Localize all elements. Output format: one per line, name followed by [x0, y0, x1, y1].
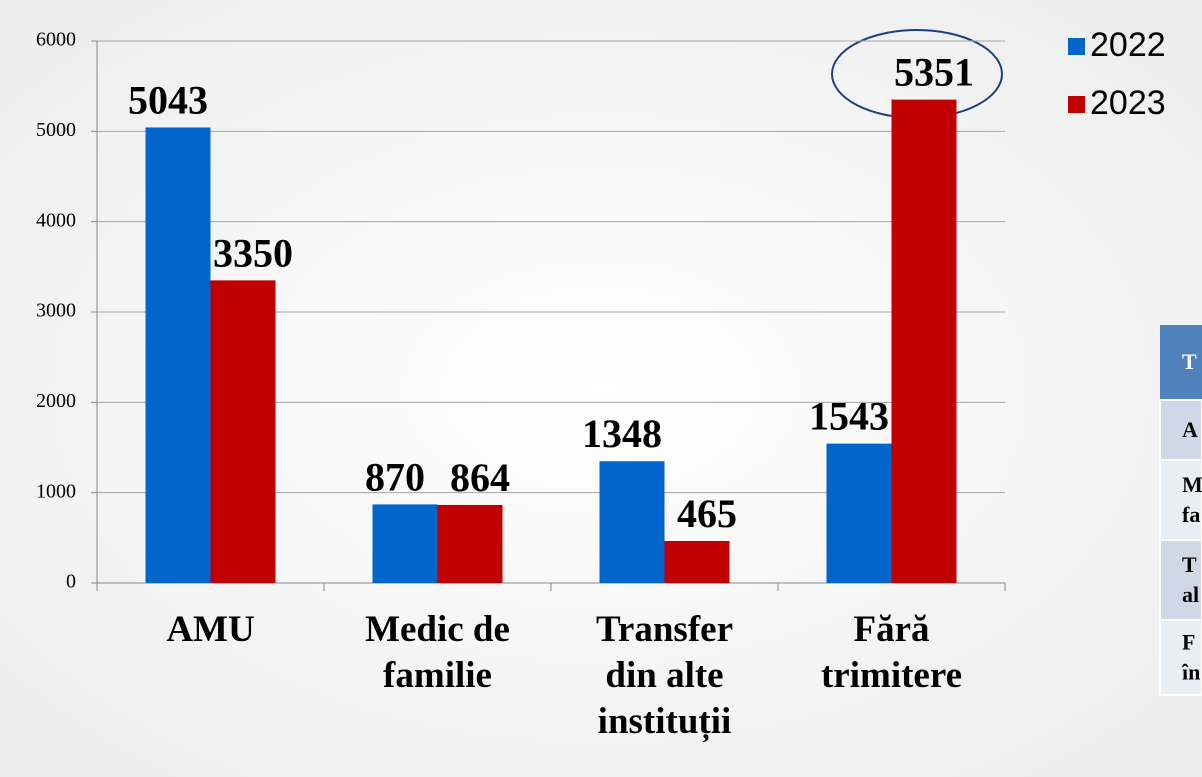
value-label: 5351 [894, 50, 974, 95]
y-tick-label: 3000 [36, 300, 76, 322]
x-tick-label: din alte [605, 655, 723, 696]
x-tick-label: AMU [166, 609, 254, 650]
value-label: 870 [365, 454, 425, 499]
legend-swatch [1068, 38, 1085, 55]
legend-label: 2022 [1090, 26, 1166, 64]
bar [210, 280, 276, 583]
bar [891, 99, 957, 583]
x-tick-label: Fără [853, 609, 929, 650]
y-tick-label: 6000 [36, 29, 76, 51]
bar [437, 504, 503, 583]
table-header-cell [1160, 325, 1202, 400]
table-cell-text: A [1182, 417, 1198, 442]
legend-label: 2023 [1090, 84, 1166, 122]
x-tick-label: trimitere [821, 655, 962, 696]
value-label: 864 [450, 455, 510, 500]
x-tick-label: Medic de [365, 609, 510, 650]
legend-swatch [1068, 96, 1085, 113]
value-label: 465 [677, 491, 737, 536]
table-cell [1159, 459, 1202, 541]
x-tick-label: instituții [598, 701, 732, 743]
x-tick-label: Transfer [596, 609, 733, 650]
table-cell-text: T [1182, 552, 1197, 577]
bar [826, 443, 892, 583]
table-cell-text: fa [1182, 502, 1200, 527]
y-tick-label: 1000 [36, 480, 76, 502]
table-header-text: T [1182, 349, 1197, 374]
value-label: 3350 [213, 230, 293, 275]
table-cell-text: M [1182, 472, 1202, 497]
y-tick-label: 0 [66, 571, 76, 593]
table-cell-text: în [1181, 660, 1200, 685]
table-cell [1159, 619, 1202, 696]
table-cell-text: F [1182, 630, 1195, 655]
bar [145, 127, 211, 583]
value-label: 1348 [582, 411, 662, 456]
bar [664, 540, 730, 583]
value-label: 5043 [128, 77, 208, 122]
bar [372, 504, 438, 583]
y-tick-label: 2000 [36, 390, 76, 412]
y-tick-label: 4000 [36, 209, 76, 231]
bar [599, 461, 665, 583]
y-tick-label: 5000 [36, 119, 76, 141]
table-cell-text: al [1182, 582, 1199, 607]
x-tick-label: familie [383, 655, 492, 696]
value-label: 1543 [809, 394, 889, 439]
table-cell [1159, 399, 1202, 461]
